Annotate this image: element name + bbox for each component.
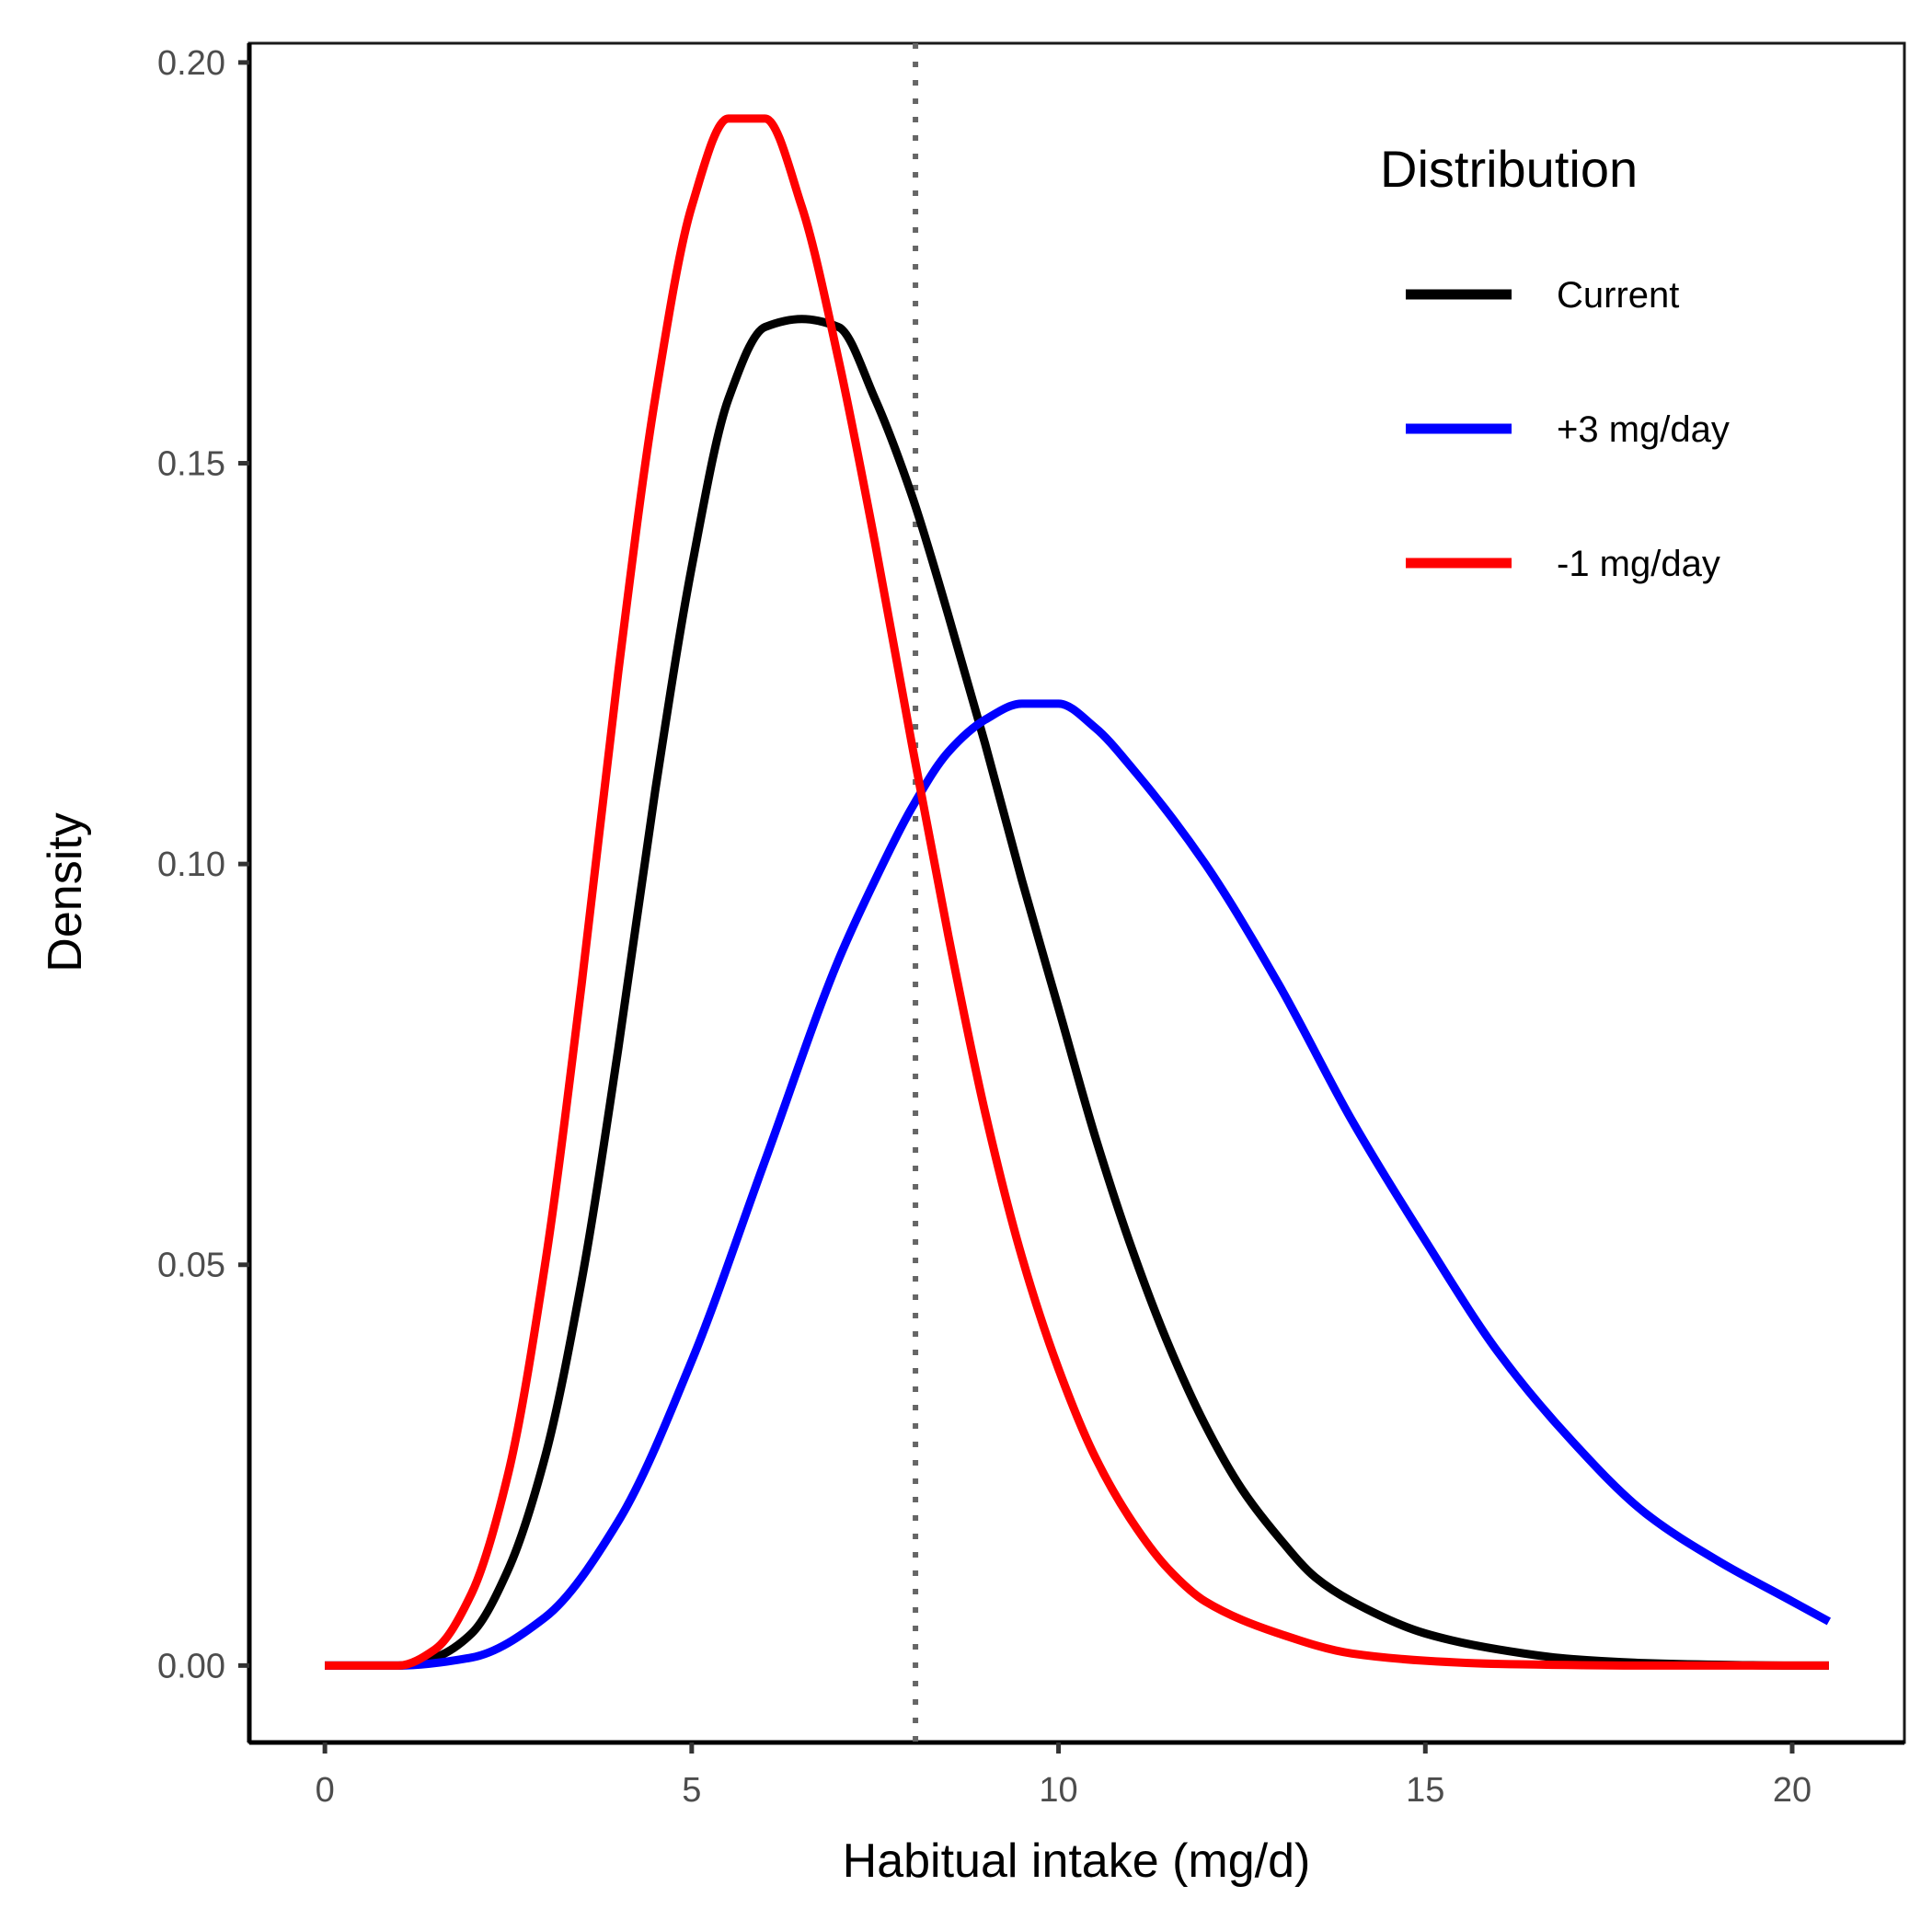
y-tick-label: 0.10 bbox=[157, 845, 225, 884]
legend-label-3: -1 mg/day bbox=[1557, 544, 1720, 584]
legend-title: Distribution bbox=[1380, 140, 1638, 198]
y-axis-title: Density bbox=[39, 812, 92, 972]
x-tick-label: 5 bbox=[682, 1771, 701, 1810]
y-axis-ticks: 0.00 0.05 0.10 0.15 0.20 bbox=[157, 44, 249, 1685]
series-layer bbox=[325, 114, 1832, 1670]
x-tick-label: 0 bbox=[316, 1771, 335, 1810]
y-tick-label: 0.00 bbox=[157, 1647, 225, 1685]
series-line-3 bbox=[325, 114, 1829, 1670]
y-tick-label: 0.05 bbox=[157, 1247, 225, 1285]
y-tick-label: 0.20 bbox=[157, 44, 225, 83]
x-axis-ticks: 0 5 10 15 20 bbox=[316, 1742, 1811, 1810]
x-tick-label: 20 bbox=[1773, 1771, 1811, 1810]
x-axis-title: Habitual intake (mg/d) bbox=[843, 1834, 1311, 1888]
legend-label-1: Current bbox=[1557, 275, 1679, 316]
x-tick-label: 10 bbox=[1039, 1771, 1077, 1810]
series-line-1 bbox=[325, 315, 1829, 1670]
legend-label-2: +3 mg/day bbox=[1557, 409, 1730, 450]
series-line-2 bbox=[325, 699, 1832, 1670]
legend: Distribution Current +3 mg/day -1 mg/day bbox=[1380, 140, 1730, 584]
y-tick-label: 0.15 bbox=[157, 445, 225, 484]
x-tick-label: 15 bbox=[1406, 1771, 1444, 1810]
